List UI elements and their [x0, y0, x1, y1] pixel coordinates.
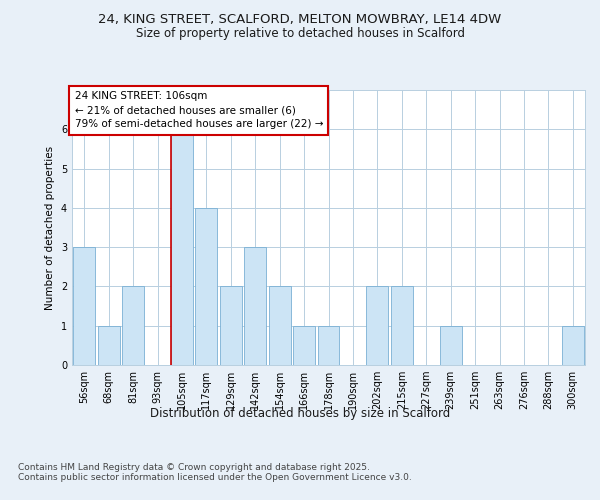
Bar: [244, 247, 266, 365]
Bar: [171, 130, 193, 365]
Bar: [196, 208, 217, 365]
Bar: [317, 326, 340, 365]
Text: Contains public sector information licensed under the Open Government Licence v3: Contains public sector information licen…: [18, 472, 412, 482]
Bar: [367, 286, 388, 365]
Bar: [293, 326, 315, 365]
Text: 24 KING STREET: 106sqm
← 21% of detached houses are smaller (6)
79% of semi-deta: 24 KING STREET: 106sqm ← 21% of detached…: [74, 92, 323, 130]
Text: Distribution of detached houses by size in Scalford: Distribution of detached houses by size …: [150, 408, 450, 420]
Bar: [73, 247, 95, 365]
Text: 24, KING STREET, SCALFORD, MELTON MOWBRAY, LE14 4DW: 24, KING STREET, SCALFORD, MELTON MOWBRA…: [98, 12, 502, 26]
Bar: [562, 326, 584, 365]
Text: Contains HM Land Registry data © Crown copyright and database right 2025.: Contains HM Land Registry data © Crown c…: [18, 462, 370, 471]
Text: Size of property relative to detached houses in Scalford: Size of property relative to detached ho…: [136, 28, 464, 40]
Bar: [440, 326, 461, 365]
Bar: [269, 286, 290, 365]
Bar: [220, 286, 242, 365]
Bar: [391, 286, 413, 365]
Y-axis label: Number of detached properties: Number of detached properties: [46, 146, 55, 310]
Bar: [98, 326, 119, 365]
Bar: [122, 286, 144, 365]
